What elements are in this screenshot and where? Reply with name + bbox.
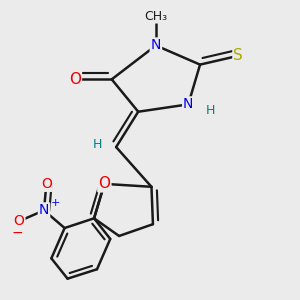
Text: O: O — [98, 176, 110, 191]
Text: CH₃: CH₃ — [144, 10, 167, 22]
Text: H: H — [92, 138, 102, 151]
Text: S: S — [233, 48, 243, 63]
Text: O: O — [41, 177, 52, 191]
Text: −: − — [12, 225, 23, 239]
Text: H: H — [206, 104, 215, 117]
Text: +: + — [51, 198, 61, 208]
Text: N: N — [39, 203, 49, 218]
Text: N: N — [151, 38, 161, 52]
Text: O: O — [69, 72, 81, 87]
Text: N: N — [183, 98, 194, 111]
Text: O: O — [14, 214, 24, 228]
